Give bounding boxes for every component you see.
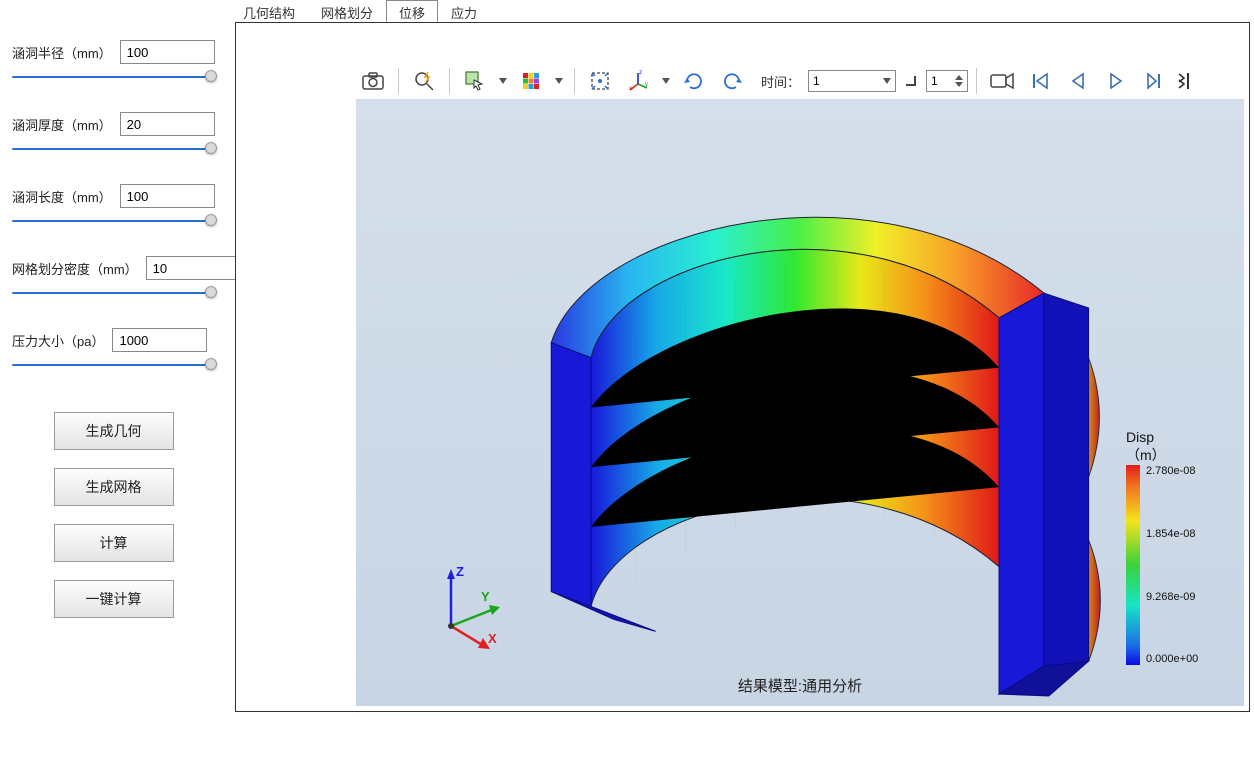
step-end-icon xyxy=(904,74,918,88)
param-length: 涵洞长度（mm） xyxy=(12,184,215,228)
param-thickness-slider[interactable] xyxy=(12,142,215,156)
param-meshsize: 网格划分密度（mm） xyxy=(12,256,215,300)
param-meshsize-slider[interactable] xyxy=(12,286,215,300)
param-length-slider[interactable] xyxy=(12,214,215,228)
param-pressure: 压力大小（pa） xyxy=(12,328,215,372)
main-pane: zy x 时间： 1 1 xyxy=(235,22,1250,712)
fit-extents-icon xyxy=(589,70,611,92)
chevron-down-icon xyxy=(555,78,563,84)
step-last-button[interactable] xyxy=(900,66,922,96)
time-label: 时间： xyxy=(761,72,800,91)
first-frame-button[interactable] xyxy=(1023,66,1057,96)
snapshot-button[interactable] xyxy=(356,66,390,96)
toolbar-expand-button[interactable] xyxy=(1175,66,1193,96)
svg-text:x: x xyxy=(629,86,632,92)
select-mode-button[interactable] xyxy=(458,66,492,96)
expand-icon xyxy=(1177,72,1191,90)
color-legend: Disp （m） 2.780e-08 1.854e-08 9.268e-09 0… xyxy=(1126,429,1226,665)
tab-stress[interactable]: 应力 xyxy=(438,0,490,22)
legend-tick: 0.000e+00 xyxy=(1146,653,1198,665)
chevron-down-icon xyxy=(662,78,670,84)
legend-ticks: 2.780e-08 1.854e-08 9.268e-09 0.000e+00 xyxy=(1146,465,1198,665)
svg-text:y: y xyxy=(645,82,648,88)
param-thickness: 涵洞厚度（mm） xyxy=(12,112,215,156)
magnifier-flash-icon xyxy=(413,70,435,92)
zoom-button[interactable] xyxy=(407,66,441,96)
display-style-button[interactable] xyxy=(514,66,548,96)
legend-title-1: Disp xyxy=(1126,429,1226,445)
legend-tick: 1.854e-08 xyxy=(1146,528,1198,540)
viewport-caption: 结果模型:通用分析 xyxy=(738,675,862,696)
video-camera-icon xyxy=(990,72,1014,90)
spinner-icon xyxy=(955,74,963,88)
tab-displacement[interactable]: 位移 xyxy=(386,0,438,22)
generate-mesh-button[interactable]: 生成网格 xyxy=(54,468,174,506)
legend-tick: 2.780e-08 xyxy=(1146,465,1198,477)
skip-first-icon xyxy=(1031,72,1049,90)
param-thickness-input[interactable] xyxy=(120,112,215,136)
step-number[interactable]: 1 xyxy=(926,70,968,92)
legend-title-2: （m） xyxy=(1126,447,1226,463)
one-click-compute-button[interactable]: 一键计算 xyxy=(54,580,174,618)
cursor-box-icon xyxy=(464,70,486,92)
generate-geometry-button[interactable]: 生成几何 xyxy=(54,412,174,450)
svg-text:X: X xyxy=(488,631,497,646)
skip-next-icon xyxy=(1145,72,1163,90)
sidebar-buttons: 生成几何 生成网格 计算 一键计算 xyxy=(12,412,215,618)
orient-view-button[interactable]: zy x xyxy=(621,66,655,96)
rotate-ccw-button[interactable] xyxy=(715,66,749,96)
record-button[interactable] xyxy=(985,66,1019,96)
next-frame-button[interactable] xyxy=(1137,66,1171,96)
chevron-down-icon xyxy=(883,78,891,84)
rotate-cw-icon xyxy=(683,70,705,92)
param-meshsize-input[interactable] xyxy=(146,256,241,280)
rotate-ccw-icon xyxy=(721,70,743,92)
svg-text:Z: Z xyxy=(456,564,464,579)
orient-view-dropdown[interactable] xyxy=(659,78,673,84)
display-style-dropdown[interactable] xyxy=(552,78,566,84)
legend-gradient xyxy=(1126,465,1140,665)
fit-view-button[interactable] xyxy=(583,66,617,96)
axis-triad: Z Y X xyxy=(426,561,516,651)
sidebar: 涵洞半径（mm） 涵洞厚度（mm） 涵洞长度（mm） 网格划分密度（mm） xyxy=(0,30,225,618)
param-meshsize-label: 网格划分密度（mm） xyxy=(12,259,138,278)
play-icon xyxy=(1107,72,1125,90)
param-pressure-label: 压力大小（pa） xyxy=(12,331,104,350)
param-radius-slider[interactable] xyxy=(12,70,215,84)
svg-text:Y: Y xyxy=(481,589,490,604)
axis-triad-icon: zy x xyxy=(627,70,649,92)
time-select-value: 1 xyxy=(813,74,820,88)
param-pressure-input[interactable] xyxy=(112,328,207,352)
time-select[interactable]: 1 xyxy=(808,70,896,92)
step-back-icon xyxy=(1069,72,1087,90)
chevron-down-icon xyxy=(499,78,507,84)
viewport-3d[interactable]: Disp （m） 2.780e-08 1.854e-08 9.268e-09 0… xyxy=(356,99,1244,706)
param-radius: 涵洞半径（mm） xyxy=(12,40,215,84)
rotate-cw-button[interactable] xyxy=(677,66,711,96)
param-pressure-slider[interactable] xyxy=(12,358,215,372)
prev-frame-button[interactable] xyxy=(1061,66,1095,96)
select-mode-dropdown[interactable] xyxy=(496,78,510,84)
tab-bar: 几何结构 网格划分 位移 应力 xyxy=(230,0,490,22)
tab-geometry[interactable]: 几何结构 xyxy=(230,0,308,22)
step-number-value: 1 xyxy=(931,74,938,88)
param-length-input[interactable] xyxy=(120,184,215,208)
camera-icon xyxy=(362,72,384,90)
param-radius-label: 涵洞半径（mm） xyxy=(12,43,112,62)
param-thickness-label: 涵洞厚度（mm） xyxy=(12,115,112,134)
svg-text:z: z xyxy=(639,70,642,76)
param-radius-input[interactable] xyxy=(120,40,215,64)
param-length-label: 涵洞长度（mm） xyxy=(12,187,112,206)
viewer-toolbar: zy x 时间： 1 1 xyxy=(356,63,1244,99)
legend-tick: 9.268e-09 xyxy=(1146,591,1198,603)
rubik-cube-icon xyxy=(520,70,542,92)
tab-mesh[interactable]: 网格划分 xyxy=(308,0,386,22)
play-button[interactable] xyxy=(1099,66,1133,96)
compute-button[interactable]: 计算 xyxy=(54,524,174,562)
